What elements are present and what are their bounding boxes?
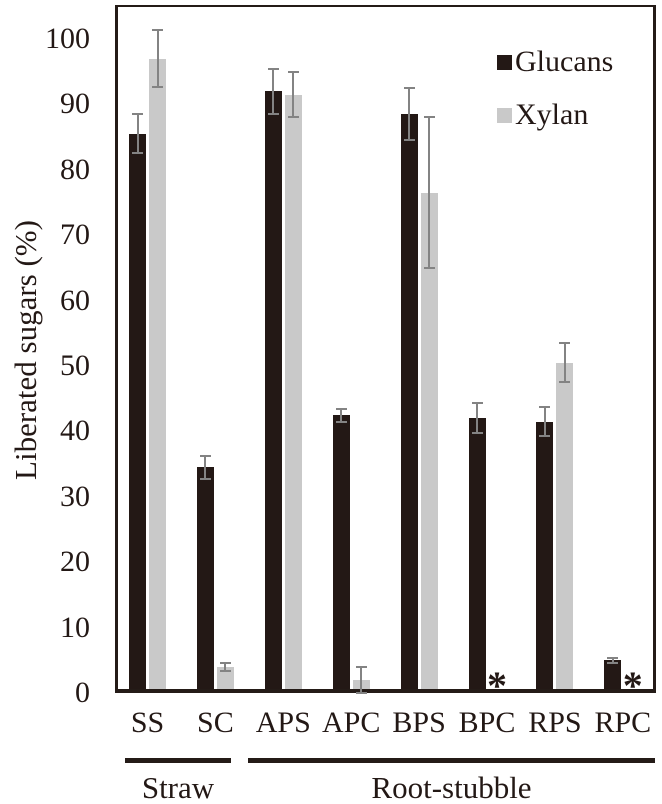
y-tick-label-30: 30 bbox=[60, 479, 90, 513]
error-cap-top-APS bbox=[287, 70, 299, 73]
error-bar-BPS bbox=[408, 88, 411, 141]
group-line-straw bbox=[125, 758, 231, 763]
bar-xylan-BPS bbox=[420, 192, 438, 689]
error-bar-BPS bbox=[428, 117, 431, 268]
y-tick-label-70: 70 bbox=[60, 218, 90, 252]
error-cap-bottom-BPS bbox=[423, 266, 435, 269]
error-cap-top-SC bbox=[219, 661, 231, 664]
error-cap-top-APC bbox=[335, 407, 347, 410]
missing-asterisk-RPC: * bbox=[622, 663, 643, 708]
missing-asterisk-BPC: * bbox=[487, 663, 507, 708]
error-cap-top-RPC bbox=[607, 656, 619, 659]
error-cap-bottom-BPS bbox=[403, 139, 415, 142]
bar-glucans-RPC bbox=[604, 660, 622, 689]
error-cap-top-BPS bbox=[403, 87, 415, 90]
bar-xylan-RPS bbox=[556, 362, 574, 689]
error-cap-bottom-RPS bbox=[539, 434, 551, 437]
error-bar-SS bbox=[156, 29, 159, 88]
x-tick-label-APS: APS bbox=[255, 706, 311, 739]
error-bar-SC bbox=[204, 455, 207, 480]
error-cap-top-RPS bbox=[559, 342, 571, 345]
group-label-root-stubble: Root-stubble bbox=[371, 770, 532, 804]
bar-glucans-BPC bbox=[468, 418, 486, 689]
error-bar-RPS bbox=[543, 407, 546, 436]
error-cap-bottom-SS bbox=[132, 152, 143, 155]
error-bar-APC bbox=[340, 408, 343, 422]
bar-xylan-SS bbox=[149, 58, 166, 689]
y-tick-label-40: 40 bbox=[60, 414, 90, 448]
error-cap-bottom-APS bbox=[287, 116, 299, 119]
xylan-swatch-icon bbox=[497, 107, 512, 123]
bar-glucans-BPS bbox=[400, 114, 418, 689]
error-bar-RPS bbox=[563, 343, 566, 383]
bar-glucans-SC bbox=[196, 467, 214, 689]
glucans-swatch-icon bbox=[497, 54, 512, 70]
error-bar-APC bbox=[360, 666, 363, 693]
bar-glucans-RPS bbox=[536, 421, 554, 689]
error-cap-bottom-APS bbox=[267, 112, 279, 115]
x-tick-label-SS: SS bbox=[130, 706, 165, 739]
error-bar-SS bbox=[136, 114, 139, 154]
error-bar-RPC bbox=[611, 657, 614, 663]
x-tick-label-BPS: BPS bbox=[392, 706, 446, 739]
bar-glucans-APS bbox=[264, 91, 282, 689]
y-tick-label-10: 10 bbox=[60, 610, 90, 644]
y-tick-label-20: 20 bbox=[60, 545, 90, 579]
error-bar-APS bbox=[272, 69, 275, 114]
error-cap-bottom-SC bbox=[199, 478, 211, 481]
bar-xylan-APS bbox=[284, 94, 302, 689]
error-cap-top-APS bbox=[267, 68, 279, 71]
x-tick-label-BPC: BPC bbox=[458, 706, 516, 739]
error-cap-top-SC bbox=[199, 454, 211, 457]
y-tick-label-80: 80 bbox=[60, 152, 90, 186]
error-cap-top-BPC bbox=[471, 402, 483, 405]
legend-label-glucans: Glucans bbox=[515, 45, 614, 78]
y-tick-label-60: 60 bbox=[60, 283, 90, 317]
error-cap-bottom-APC bbox=[335, 420, 347, 423]
x-tick-label-RPS: RPS bbox=[528, 706, 582, 739]
group-line-root-stubble bbox=[248, 758, 655, 763]
x-tick-label-RPC: RPC bbox=[594, 706, 652, 739]
y-tick-label-0: 0 bbox=[75, 676, 90, 709]
error-cap-top-RPS bbox=[539, 406, 551, 409]
error-cap-bottom-APC bbox=[355, 692, 367, 694]
legend-label-xylan: Xylan bbox=[515, 98, 589, 131]
plot-area-border bbox=[115, 5, 656, 693]
error-cap-bottom-RPS bbox=[559, 381, 571, 384]
x-tick-label-SC: SC bbox=[197, 706, 234, 739]
error-cap-top-SS bbox=[152, 28, 163, 31]
error-bar-BPC bbox=[476, 403, 478, 434]
bar-glucans-SS bbox=[129, 133, 146, 689]
error-bar-APS bbox=[292, 71, 295, 118]
x-tick-label-APC: APC bbox=[322, 706, 381, 739]
y-tick-label-100: 100 bbox=[45, 22, 90, 55]
legend: Glucans Xylan bbox=[497, 47, 613, 153]
bar-glucans-APC bbox=[332, 415, 350, 689]
error-cap-bottom-RPC bbox=[607, 661, 619, 664]
error-bar-SC bbox=[224, 662, 227, 671]
group-label-straw: Straw bbox=[141, 770, 215, 804]
y-tick-label-90: 90 bbox=[60, 87, 90, 121]
error-cap-bottom-SS bbox=[152, 86, 163, 89]
bar-xylan-SC bbox=[216, 666, 234, 689]
error-cap-bottom-BPC bbox=[471, 432, 483, 435]
y-tick-label-50: 50 bbox=[60, 349, 90, 382]
error-cap-bottom-SC bbox=[219, 669, 231, 672]
error-cap-top-APC bbox=[355, 665, 367, 668]
legend-item-xylan: Xylan bbox=[497, 100, 613, 130]
error-cap-top-SS bbox=[132, 113, 143, 116]
error-cap-top-BPS bbox=[423, 116, 435, 119]
legend-item-glucans: Glucans bbox=[497, 47, 613, 77]
